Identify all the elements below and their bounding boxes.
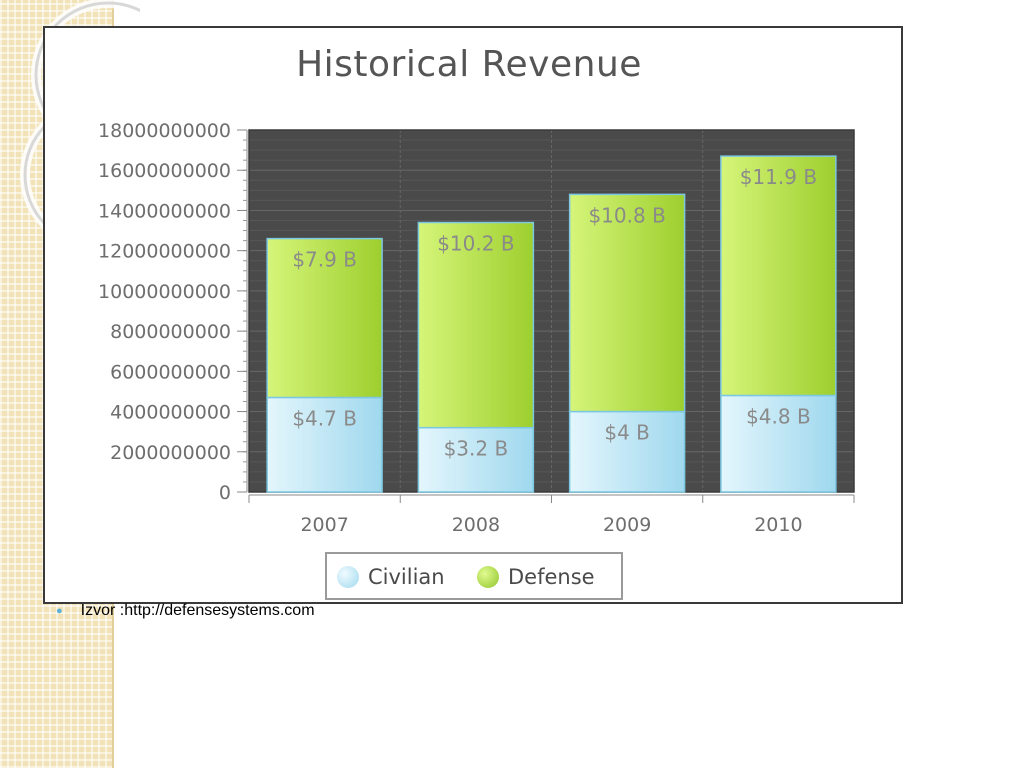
bullet-icon: ● (56, 605, 63, 617)
legend-item-civilian: Civilian (337, 564, 445, 590)
bar-civilian (720, 394, 837, 493)
y-tick-label: 16000000000 (98, 160, 231, 182)
x-tick-label: 2009 (603, 514, 651, 536)
y-tick-label: 4000000000 (110, 402, 231, 424)
data-label: $3.2 B (444, 437, 509, 461)
legend-item-defense: Defense (477, 564, 595, 590)
chart-legend: Civilian Defense (325, 552, 623, 600)
x-tick-label: 2010 (754, 514, 802, 536)
legend-swatch-defense (477, 566, 499, 588)
data-label: $10.8 B (588, 203, 665, 227)
legend-label-defense: Defense (508, 565, 595, 589)
data-label: $11.9 B (740, 165, 817, 189)
data-label: $7.9 B (292, 248, 357, 272)
source-citation: ● Izvor :http://defensesystems.com (56, 602, 315, 620)
bar-defense (720, 155, 837, 397)
bar-defense (266, 237, 383, 399)
data-label: $4 B (604, 421, 650, 445)
x-tick-label: 2007 (300, 514, 348, 536)
y-tick-label: 10000000000 (98, 281, 231, 303)
data-label: $10.2 B (437, 232, 514, 256)
source-text: Izvor :http://defensesystems.com (80, 602, 315, 619)
plot-border (248, 129, 855, 493)
data-label: $4.7 B (292, 406, 357, 430)
data-label: $4.8 B (746, 404, 811, 428)
chart-title: Historical Revenue (296, 44, 642, 85)
bar-defense (417, 221, 535, 429)
y-tick-label: 12000000000 (98, 241, 231, 263)
bar-defense (568, 193, 686, 413)
y-tick-label: 0 (219, 482, 231, 504)
y-tick-label: 2000000000 (110, 442, 231, 464)
bar-civilian (417, 426, 535, 493)
legend-label-civilian: Civilian (368, 565, 445, 589)
y-tick-label: 18000000000 (98, 120, 231, 142)
y-tick-label: 6000000000 (110, 361, 231, 383)
x-tick-label: 2008 (452, 514, 500, 536)
y-tick-label: 8000000000 (110, 321, 231, 343)
bar-civilian (266, 396, 383, 493)
legend-swatch-civilian (337, 566, 359, 588)
y-tick-label: 14000000000 (98, 200, 231, 222)
